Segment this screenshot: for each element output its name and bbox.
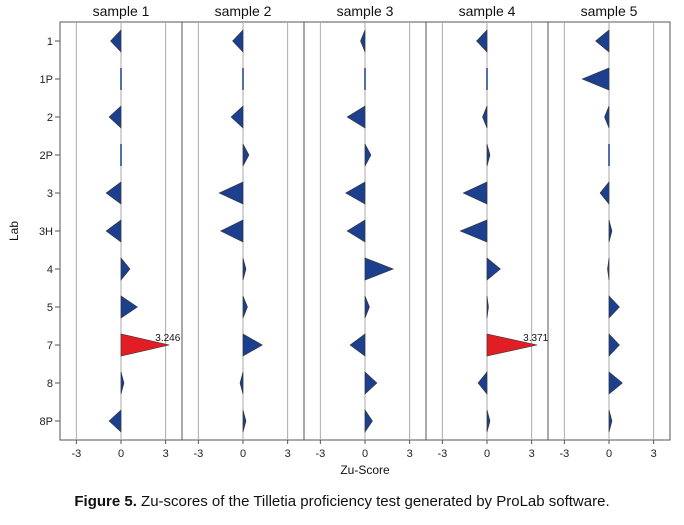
panel-title: sample 1: [93, 3, 150, 19]
y-tick-label: 3H: [39, 226, 53, 238]
x-tick-label: -3: [193, 448, 203, 460]
data-label: 3.246: [155, 333, 180, 344]
zscore-mark: [599, 181, 610, 205]
zscore-mark: [604, 105, 610, 129]
zscore-mark: [608, 371, 623, 395]
x-tick-label: 0: [118, 448, 124, 460]
zscore-mark: [364, 295, 370, 319]
x-tick-label: 0: [484, 448, 490, 460]
zscore-mark: [242, 409, 247, 433]
zscore-mark: [108, 409, 122, 433]
zscore-mark: [105, 181, 122, 205]
x-tick-label: 0: [606, 448, 612, 460]
zscore-mark: [120, 295, 138, 319]
zscore-mark: [364, 143, 372, 167]
zscore-mark: [608, 409, 613, 433]
zscore-mark: [462, 181, 488, 205]
y-tick-label: 2P: [40, 150, 53, 162]
zscore-mark: [476, 29, 488, 53]
zscore-mark: [105, 219, 122, 243]
x-tick-label: 3: [407, 448, 413, 460]
zscore-mark: [360, 29, 366, 53]
zscore-mark: [242, 295, 248, 319]
zscore-mark: [242, 143, 250, 167]
zscore-mark: [459, 219, 488, 243]
x-tick-label: 0: [240, 448, 246, 460]
zscore-mark: [364, 257, 395, 281]
x-tick-label: -3: [559, 448, 569, 460]
zscore-mark: [120, 257, 131, 281]
zscore-mark: [607, 257, 610, 281]
zscore-mark: [120, 333, 170, 357]
y-tick-label: 8: [47, 378, 53, 390]
panel-title: sample 2: [215, 3, 272, 19]
panel-title: sample 3: [337, 3, 394, 19]
zscore-mark: [346, 105, 366, 129]
zscore-mark: [230, 105, 244, 129]
zscore-mark: [108, 105, 122, 129]
y-tick-label: 4: [47, 264, 53, 276]
y-tick-label: 7: [47, 340, 53, 352]
zscore-mark: [346, 219, 366, 243]
zscore-mark: [486, 295, 489, 319]
y-tick-label: 2: [47, 112, 53, 124]
caption-label: Figure 5.: [74, 493, 137, 510]
zscore-mark: [482, 105, 488, 129]
zscore-mark: [239, 371, 244, 395]
panel-title: sample 4: [459, 3, 516, 19]
x-tick-label: 3: [651, 448, 657, 460]
zscore-mark: [242, 257, 247, 281]
zscore-mark: [477, 371, 488, 395]
zscore-mark: [218, 181, 244, 205]
zscore-mark: [486, 143, 491, 167]
x-tick-label: -3: [437, 448, 447, 460]
zscore-mark: [486, 333, 538, 357]
zscore-mark: [220, 219, 244, 243]
zscore-mark: [110, 29, 122, 53]
zscore-mark: [364, 409, 373, 433]
zscore-mark: [608, 295, 620, 319]
x-tick-label: -3: [71, 448, 81, 460]
y-tick-label: 5: [47, 302, 53, 314]
zscore-mark: [608, 333, 620, 357]
x-tick-label: 3: [163, 448, 169, 460]
y-tick-label: 3: [47, 188, 53, 200]
zscore-mark: [608, 219, 613, 243]
zscore-mark: [486, 257, 501, 281]
zscore-mark: [232, 29, 244, 53]
data-label: 3.371: [523, 333, 548, 344]
zscore-mark: [345, 181, 366, 205]
figure-caption: Figure 5. Zu-scores of the Tilletia prof…: [0, 493, 684, 510]
zscore-chart: -3 0 3 sample 1 -3 0 3 sample 2 -3 0 3 sample 3 -3 0 3…: [7, 3, 671, 477]
zscore-mark: [595, 29, 610, 53]
zscore-mark: [486, 409, 491, 433]
x-tick-label: 3: [529, 448, 535, 460]
zscore-mark: [242, 333, 263, 357]
panel-title: sample 5: [581, 3, 638, 19]
x-tick-label: 3: [285, 448, 291, 460]
y-tick-label: 1P: [40, 74, 53, 86]
zscore-mark: [349, 333, 366, 357]
x-tick-label: -3: [315, 448, 325, 460]
x-tick-label: 0: [362, 448, 368, 460]
zscore-mark: [120, 371, 125, 395]
y-tick-label: 8P: [40, 416, 53, 428]
caption-text: Zu-scores of the Tilletia proficiency te…: [141, 493, 610, 510]
y-axis-label: Lab: [7, 221, 21, 241]
zscore-mark: [581, 67, 610, 91]
zscore-mark: [364, 371, 378, 395]
y-tick-label: 1: [47, 36, 53, 48]
x-axis-label: Zu-Score: [340, 463, 390, 477]
